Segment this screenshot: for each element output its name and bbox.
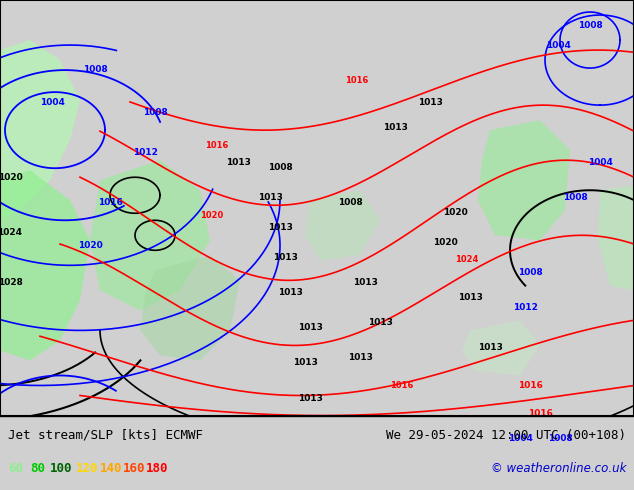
Polygon shape (598, 185, 634, 291)
Polygon shape (0, 40, 80, 220)
Text: 180: 180 (146, 462, 169, 475)
Text: 1012: 1012 (133, 148, 157, 157)
Text: 1004: 1004 (508, 434, 533, 442)
Text: We 29-05-2024 12:00 UTC (00+108): We 29-05-2024 12:00 UTC (00+108) (386, 429, 626, 442)
Text: 1008: 1008 (143, 108, 167, 117)
Text: 1013: 1013 (273, 253, 297, 262)
Text: Jet stream/SLP [kts] ECMWF: Jet stream/SLP [kts] ECMWF (8, 429, 203, 442)
Text: 1004: 1004 (39, 98, 65, 107)
Text: 1004: 1004 (546, 41, 571, 50)
Text: 1008: 1008 (338, 198, 363, 207)
Text: 60: 60 (8, 462, 23, 475)
Text: 1016: 1016 (517, 382, 543, 391)
Text: 160: 160 (123, 462, 145, 475)
Text: 80: 80 (30, 462, 45, 475)
Text: 1008: 1008 (517, 269, 542, 277)
Text: 1013: 1013 (477, 343, 502, 352)
Text: 1013: 1013 (353, 278, 377, 287)
Text: 1008: 1008 (562, 193, 587, 202)
Text: 1008: 1008 (548, 434, 573, 442)
Text: 1008: 1008 (578, 21, 602, 30)
Text: 1013: 1013 (297, 393, 323, 402)
Text: 1024: 1024 (455, 255, 479, 264)
Text: 1013: 1013 (292, 359, 318, 368)
Text: 1012: 1012 (512, 303, 538, 313)
Text: 1013: 1013 (257, 193, 282, 202)
Text: 1020: 1020 (77, 241, 102, 250)
Text: 1016: 1016 (390, 382, 413, 391)
Text: 1013: 1013 (382, 123, 408, 132)
Text: 1004: 1004 (588, 158, 612, 167)
Text: 1013: 1013 (226, 158, 250, 167)
Text: 1013: 1013 (418, 98, 443, 107)
Polygon shape (462, 320, 540, 375)
Text: 1013: 1013 (268, 223, 292, 232)
Text: 1020: 1020 (443, 208, 467, 217)
Text: 120: 120 (76, 462, 98, 475)
Text: 1024: 1024 (0, 228, 22, 237)
Text: 1020: 1020 (432, 238, 457, 247)
Text: 1020: 1020 (0, 173, 22, 182)
Text: 1008: 1008 (82, 65, 107, 74)
Text: 1013: 1013 (458, 294, 482, 302)
Text: 1016: 1016 (98, 198, 122, 207)
Text: 1013: 1013 (297, 323, 323, 332)
Text: © weatheronline.co.uk: © weatheronline.co.uk (491, 462, 626, 475)
Text: 1013: 1013 (278, 289, 302, 297)
Polygon shape (478, 120, 570, 240)
Text: 1013: 1013 (347, 353, 372, 363)
Polygon shape (90, 160, 210, 310)
Polygon shape (0, 170, 90, 361)
Text: 1016: 1016 (527, 409, 552, 417)
Text: 140: 140 (100, 462, 122, 475)
Text: 1028: 1028 (0, 278, 22, 287)
Text: 100: 100 (50, 462, 72, 475)
Text: 1020: 1020 (200, 211, 223, 220)
Text: 1008: 1008 (268, 163, 292, 172)
Polygon shape (140, 255, 240, 361)
Text: 1013: 1013 (368, 318, 392, 327)
Polygon shape (305, 190, 380, 260)
Text: 1016: 1016 (345, 76, 368, 85)
Text: 1016: 1016 (205, 141, 228, 150)
